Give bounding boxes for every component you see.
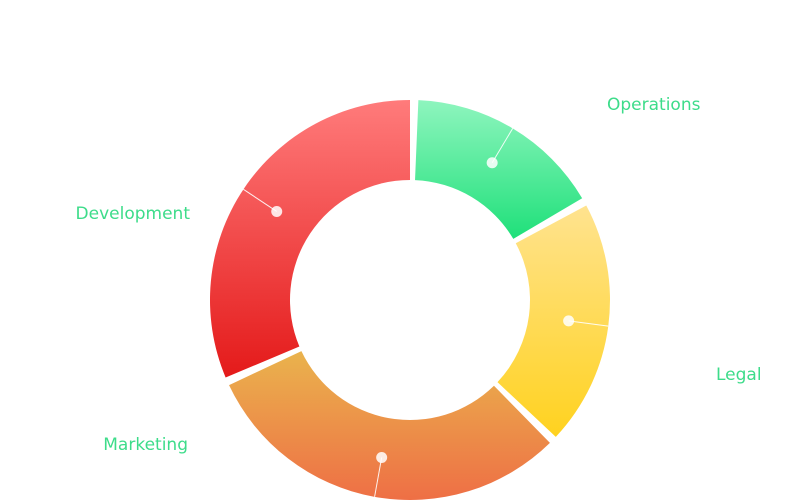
slice-label-development: Development <box>76 204 191 224</box>
slice-marker-marketing <box>376 451 388 463</box>
slice-label-legal: Legal <box>716 365 762 385</box>
slice-legal <box>497 205 610 437</box>
leader-line-development <box>243 188 278 212</box>
slice-marker-legal <box>563 315 575 327</box>
leaders-layer <box>243 128 609 497</box>
leader-line-marketing <box>374 457 383 497</box>
slices-layer <box>210 100 610 500</box>
slice-marketing <box>229 351 550 500</box>
slice-label-operations: Operations <box>607 95 701 115</box>
leader-line-legal <box>568 320 609 327</box>
slice-operations <box>415 100 583 239</box>
slice-marker-development <box>271 205 283 217</box>
leader-line-operations <box>491 128 514 163</box>
slice-development <box>210 100 410 378</box>
slice-label-marketing: Marketing <box>103 435 188 455</box>
slice-marker-operations <box>486 157 498 169</box>
labels-layer: Operations Legal Marketing Development <box>76 95 762 455</box>
